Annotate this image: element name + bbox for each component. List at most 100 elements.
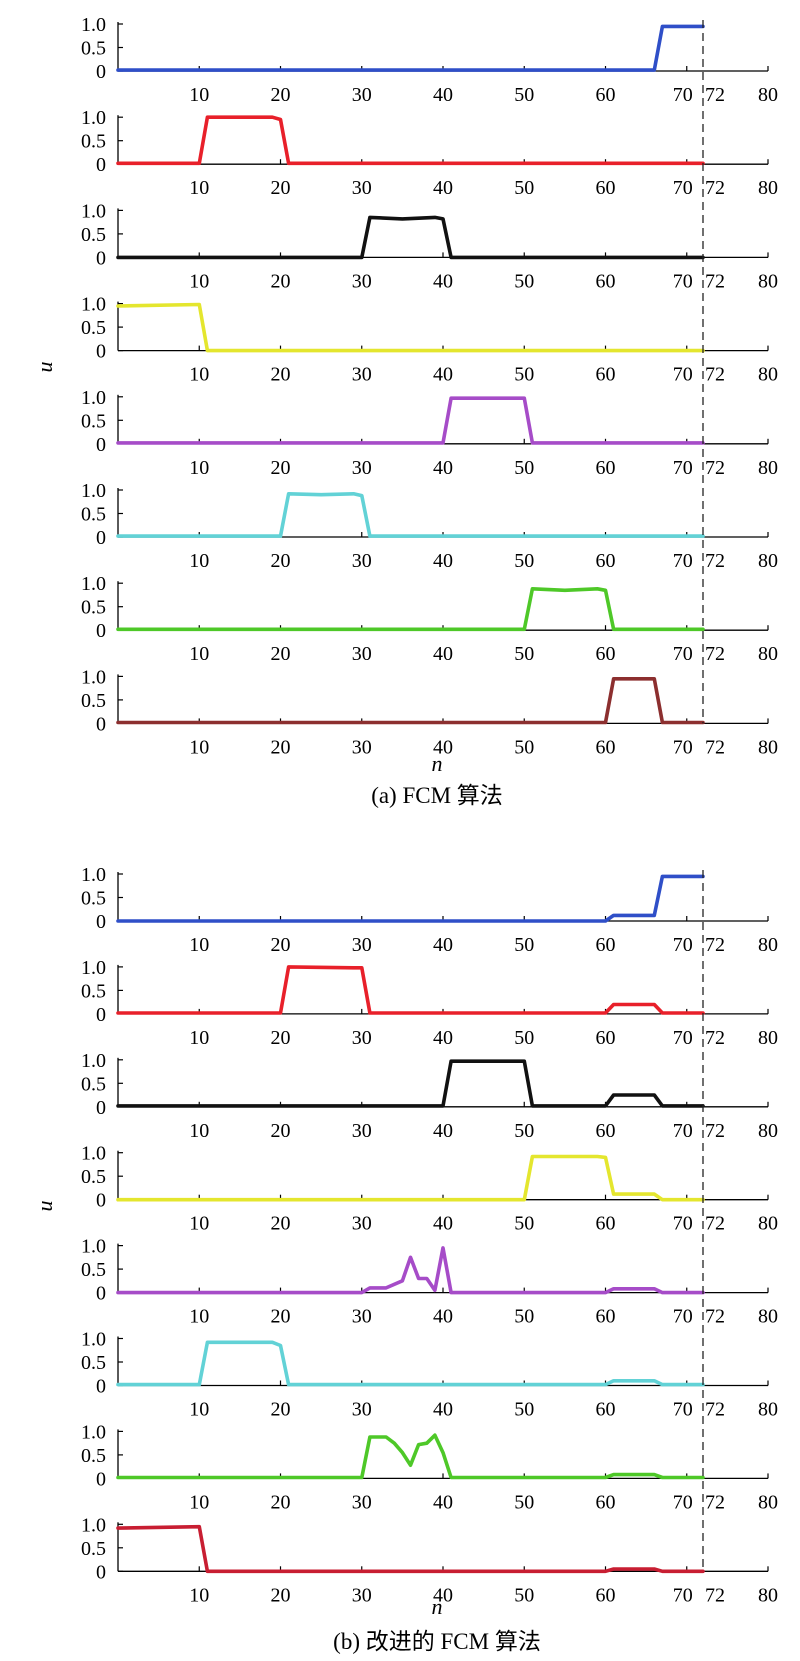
series-line xyxy=(116,115,705,166)
y-tick-label: 0.5 xyxy=(81,317,106,339)
x-tick-label: 60 xyxy=(596,364,616,386)
y-tick-label: 1.0 xyxy=(81,14,106,36)
x-tick-label: 10 xyxy=(189,1120,209,1142)
panel-2: 1.00.50 10 20 30 40 50 60 70 72 80 xyxy=(81,107,778,199)
x-tick-label: 70 xyxy=(673,643,693,665)
series-line xyxy=(116,965,705,1015)
y-tick-label: 0 xyxy=(96,247,106,269)
y-tick-label: 1.0 xyxy=(81,957,106,979)
x-tick-label: 40 xyxy=(433,457,453,479)
x-tick-label: 20 xyxy=(271,1584,291,1606)
x-tick-label: 10 xyxy=(189,1027,209,1049)
x-tick-label: 72 xyxy=(705,1491,725,1513)
x-tick-label: 30 xyxy=(352,934,372,956)
x-tick-label: 80 xyxy=(758,177,778,199)
panel-8: 1.00.50 10 20 30 40 50 60 70 72 80 xyxy=(81,1514,778,1606)
x-tick-label: 60 xyxy=(596,1306,616,1328)
y-tick-label: 0 xyxy=(96,911,106,933)
x-tick-label: 30 xyxy=(352,1213,372,1235)
y-tick-label: 0.5 xyxy=(81,1166,106,1188)
y-tick-label: 0.5 xyxy=(81,131,106,153)
x-tick-label: 30 xyxy=(352,1027,372,1049)
x-tick-label: 10 xyxy=(189,550,209,572)
x-tick-label: 20 xyxy=(271,934,291,956)
x-tick-label: 80 xyxy=(758,457,778,479)
x-tick-label: 10 xyxy=(189,1399,209,1421)
x-tick-label: 50 xyxy=(514,1584,534,1606)
y-tick-label: 1.0 xyxy=(81,1050,106,1072)
x-tick-label: 10 xyxy=(189,1213,209,1235)
panel-5: 1.00.50 10 20 30 40 50 60 70 72 80 xyxy=(81,387,778,479)
x-tick-label: 70 xyxy=(673,1399,693,1421)
x-tick-label: 50 xyxy=(514,736,534,758)
y-tick-label: 0 xyxy=(96,620,106,642)
x-tick-label: 20 xyxy=(271,177,291,199)
series-line xyxy=(116,215,705,260)
x-tick-label: 70 xyxy=(673,550,693,572)
x-tick-label: 20 xyxy=(271,736,291,758)
x-tick-label: 72 xyxy=(705,457,725,479)
series-line xyxy=(116,587,705,632)
y-tick-label: 1.0 xyxy=(81,1329,106,1351)
x-tick-label: 40 xyxy=(433,1306,453,1328)
y-tick-label: 1.0 xyxy=(81,864,106,886)
x-tick-label: 50 xyxy=(514,1027,534,1049)
panel-7: 1.00.50 10 20 30 40 50 60 70 72 80 xyxy=(81,573,778,665)
y-tick-label: 0.5 xyxy=(81,597,106,619)
y-tick-label: 0.5 xyxy=(81,980,106,1002)
x-tick-label: 70 xyxy=(673,1584,693,1606)
series-line xyxy=(116,1433,705,1480)
x-tick-label: 70 xyxy=(673,177,693,199)
x-tick-label: 40 xyxy=(433,177,453,199)
x-tick-label: 40 xyxy=(433,1491,453,1513)
x-tick-label: 20 xyxy=(271,1491,291,1513)
x-tick-label: 70 xyxy=(673,934,693,956)
y-tick-label: 0.5 xyxy=(81,38,106,60)
x-tick-label: 50 xyxy=(514,457,534,479)
x-tick-label: 70 xyxy=(673,1213,693,1235)
series-line xyxy=(116,24,705,72)
y-tick-label: 1.0 xyxy=(81,294,106,316)
x-tick-label: 50 xyxy=(514,1120,534,1142)
x-tick-label: 60 xyxy=(596,934,616,956)
x-tick-label: 30 xyxy=(352,550,372,572)
series-line xyxy=(116,396,705,445)
series-line xyxy=(116,677,705,725)
x-tick-label: 70 xyxy=(673,270,693,292)
x-tick-label: 20 xyxy=(271,1120,291,1142)
y-tick-label: 0 xyxy=(96,61,106,83)
y-tick-label: 0.5 xyxy=(81,1352,106,1374)
series-line xyxy=(116,492,705,538)
series-line xyxy=(116,874,705,923)
y-axis-label: u xyxy=(32,1201,57,1212)
x-tick-label: 60 xyxy=(596,550,616,572)
x-tick-label: 72 xyxy=(705,934,725,956)
panel-4: 1.00.50 10 20 30 40 50 60 70 72 80 xyxy=(81,1143,778,1235)
x-tick-label: 10 xyxy=(189,1584,209,1606)
y-tick-label: 0 xyxy=(96,1004,106,1026)
y-tick-label: 1.0 xyxy=(81,387,106,409)
x-tick-label: 30 xyxy=(352,177,372,199)
x-tick-label: 10 xyxy=(189,457,209,479)
series-line xyxy=(116,302,705,353)
x-tick-label: 72 xyxy=(705,1584,725,1606)
x-tick-label: 80 xyxy=(758,736,778,758)
y-tick-label: 0 xyxy=(96,341,106,363)
x-tick-label: 40 xyxy=(433,1120,453,1142)
panel-6: 1.00.50 10 20 30 40 50 60 70 72 80 xyxy=(81,1329,778,1421)
x-tick-label: 72 xyxy=(705,1306,725,1328)
x-tick-label: 30 xyxy=(352,1399,372,1421)
y-tick-label: 0.5 xyxy=(81,410,106,432)
panel-6: 1.00.50 10 20 30 40 50 60 70 72 80 xyxy=(81,480,778,572)
x-tick-label: 60 xyxy=(596,1027,616,1049)
x-tick-label: 80 xyxy=(758,643,778,665)
x-tick-label: 50 xyxy=(514,364,534,386)
x-tick-label: 60 xyxy=(596,1584,616,1606)
x-tick-label: 20 xyxy=(271,84,291,106)
x-tick-label: 60 xyxy=(596,457,616,479)
x-axis-label: n xyxy=(432,751,443,776)
y-tick-label: 0.5 xyxy=(81,888,106,910)
x-tick-label: 60 xyxy=(596,1399,616,1421)
y-tick-label: 1.0 xyxy=(81,1514,106,1536)
